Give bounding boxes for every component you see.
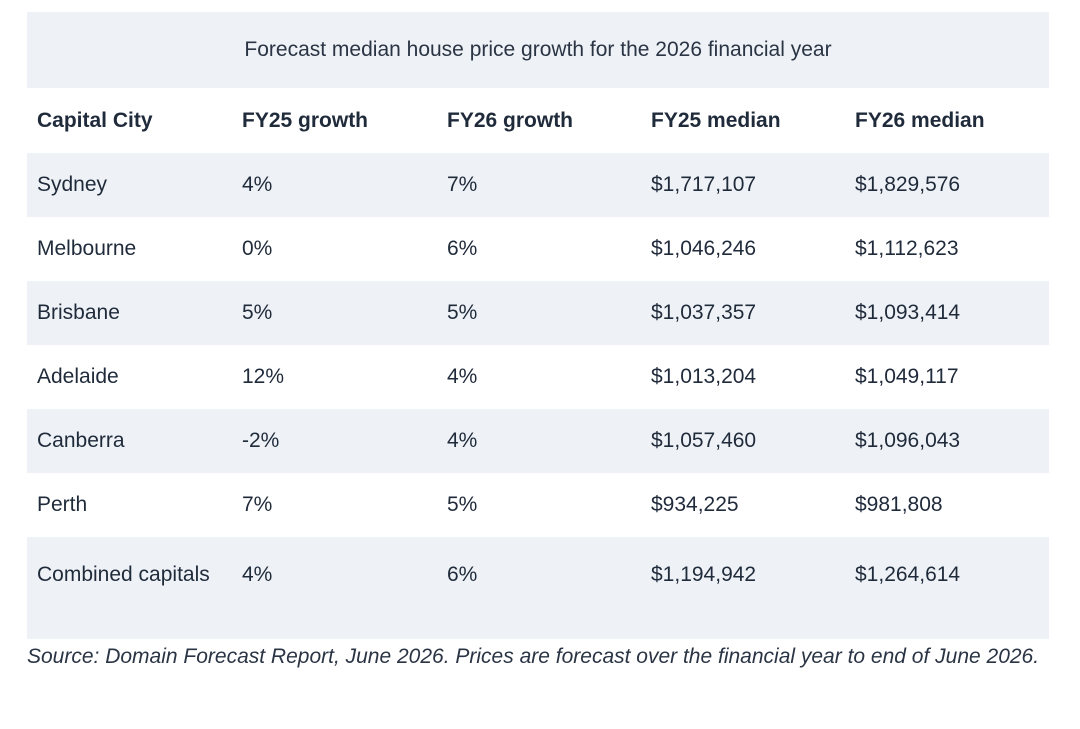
table-container: Forecast median house price growth for t… bbox=[27, 12, 1049, 673]
cell-fy26-median: $1,093,414 bbox=[845, 281, 1049, 345]
cell-city: Perth bbox=[27, 473, 232, 537]
cell-city: Sydney bbox=[27, 153, 232, 217]
cell-fy26-median: $981,808 bbox=[845, 473, 1049, 537]
table-caption: Forecast median house price growth for t… bbox=[27, 12, 1049, 88]
cell-city: Canberra bbox=[27, 409, 232, 473]
cell-fy25-median: $934,225 bbox=[641, 473, 845, 537]
table-row: Perth 7% 5% $934,225 $981,808 bbox=[27, 473, 1049, 537]
cell-fy25-growth: 12% bbox=[232, 345, 437, 409]
cell-city: Brisbane bbox=[27, 281, 232, 345]
cell-fy26-median: $1,264,614 bbox=[845, 537, 1049, 639]
source-note: Source: Domain Forecast Report, June 202… bbox=[27, 645, 1040, 668]
table-row: Brisbane 5% 5% $1,037,357 $1,093,414 bbox=[27, 281, 1049, 345]
cell-fy25-median: $1,037,357 bbox=[641, 281, 845, 345]
header-fy26-median: FY26 median bbox=[845, 88, 1049, 153]
cell-fy26-growth: 5% bbox=[437, 473, 641, 537]
table-row: Canberra -2% 4% $1,057,460 $1,096,043 bbox=[27, 409, 1049, 473]
cell-fy26-growth: 7% bbox=[437, 153, 641, 217]
cell-city: Combined capitals bbox=[27, 537, 232, 639]
cell-fy26-median: $1,096,043 bbox=[845, 409, 1049, 473]
cell-fy26-median: $1,112,623 bbox=[845, 217, 1049, 281]
cell-fy26-growth: 4% bbox=[437, 409, 641, 473]
header-fy26-growth: FY26 growth bbox=[437, 88, 641, 153]
cell-fy25-growth: 4% bbox=[232, 153, 437, 217]
header-fy25-median: FY25 median bbox=[641, 88, 845, 153]
header-capital-city: Capital City bbox=[27, 88, 232, 153]
cell-fy26-growth: 6% bbox=[437, 217, 641, 281]
cell-fy25-growth: -2% bbox=[232, 409, 437, 473]
table-row: Melbourne 0% 6% $1,046,246 $1,112,623 bbox=[27, 217, 1049, 281]
table-row: Combined capitals 4% 6% $1,194,942 $1,26… bbox=[27, 537, 1049, 639]
table-row: Adelaide 12% 4% $1,013,204 $1,049,117 bbox=[27, 345, 1049, 409]
cell-city: Melbourne bbox=[27, 217, 232, 281]
cell-fy26-median: $1,829,576 bbox=[845, 153, 1049, 217]
cell-fy25-median: $1,013,204 bbox=[641, 345, 845, 409]
cell-fy26-growth: 6% bbox=[437, 537, 641, 639]
cell-fy25-growth: 0% bbox=[232, 217, 437, 281]
cell-fy25-median: $1,057,460 bbox=[641, 409, 845, 473]
cell-fy25-growth: 4% bbox=[232, 537, 437, 639]
cell-fy25-median: $1,717,107 bbox=[641, 153, 845, 217]
cell-fy25-median: $1,046,246 bbox=[641, 217, 845, 281]
cell-fy25-growth: 5% bbox=[232, 281, 437, 345]
cell-fy26-median: $1,049,117 bbox=[845, 345, 1049, 409]
forecast-table: Capital City FY25 growth FY26 growth FY2… bbox=[27, 88, 1049, 639]
table-row: Sydney 4% 7% $1,717,107 $1,829,576 bbox=[27, 153, 1049, 217]
cell-fy26-growth: 4% bbox=[437, 345, 641, 409]
cell-city: Adelaide bbox=[27, 345, 232, 409]
header-fy25-growth: FY25 growth bbox=[232, 88, 437, 153]
cell-fy26-growth: 5% bbox=[437, 281, 641, 345]
cell-fy25-growth: 7% bbox=[232, 473, 437, 537]
table-header-row: Capital City FY25 growth FY26 growth FY2… bbox=[27, 88, 1049, 153]
cell-fy25-median: $1,194,942 bbox=[641, 537, 845, 639]
